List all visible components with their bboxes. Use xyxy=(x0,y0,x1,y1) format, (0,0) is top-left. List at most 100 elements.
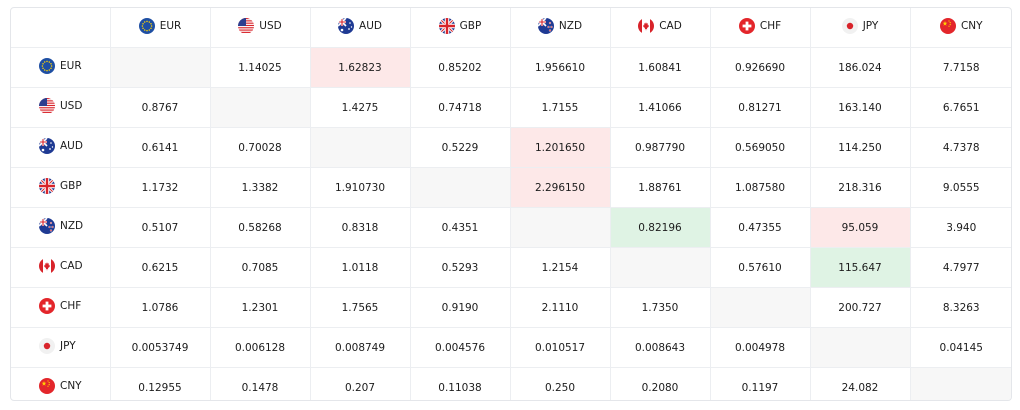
rate-cell: 0.008643 xyxy=(610,327,711,368)
cross-rates-table: EUR USD AUD GBP NZD CAD CHF JPY CNY EUR 1.14025 1.… xyxy=(11,8,1011,400)
column-header-cad: CAD xyxy=(610,8,711,48)
column-header-label-group: CNY xyxy=(939,18,983,34)
row-header-aud: AUD xyxy=(11,127,111,168)
ca-flag-icon xyxy=(39,258,55,274)
rate-cell: 114.250 xyxy=(810,127,911,168)
rate-cell: 0.81271 xyxy=(710,87,811,128)
table-row: JPY 0.0053749 0.006128 0.008749 0.004576 0.01… xyxy=(11,327,1011,368)
rate-cell: 0.74718 xyxy=(410,87,511,128)
au-flag-icon xyxy=(338,18,355,34)
table-row: USD 0.8767 1.4275 0.74718 1.7155 1.41066 0.812… xyxy=(11,87,1011,128)
gb-flag-icon xyxy=(438,18,455,34)
rate-cell: 0.926690 xyxy=(710,47,811,88)
rate-cell: 1.2154 xyxy=(510,247,611,288)
rate-cell: 0.04145 xyxy=(910,327,1011,368)
row-header-code: JPY xyxy=(60,340,76,352)
table-row: AUD 0.6141 0.70028 0.5229 1.201650 0.987790 0.… xyxy=(11,127,1011,168)
rate-cell: 6.7651 xyxy=(910,87,1011,128)
row-header-cny: CNY xyxy=(11,367,111,400)
rate-cell: 9.0555 xyxy=(910,167,1011,208)
rate-cell: 0.004576 xyxy=(410,327,511,368)
column-header-code: NZD xyxy=(558,20,583,32)
row-header-nzd: NZD xyxy=(11,207,111,248)
row-header-eur: EUR xyxy=(11,47,111,88)
column-header-jpy: JPY xyxy=(810,8,911,48)
rate-cell: 0.1197 xyxy=(710,367,811,400)
rate-cell: 0.12955 xyxy=(110,367,211,400)
row-header-label-group: CNY xyxy=(39,378,82,394)
rate-cell: 1.087580 xyxy=(710,167,811,208)
column-header-cny: CNY xyxy=(910,8,1011,48)
nz-flag-icon xyxy=(39,218,55,234)
rate-cell: 3.940 xyxy=(910,207,1011,248)
rate-cell: 1.1732 xyxy=(110,167,211,208)
column-header-code: CAD xyxy=(659,20,682,32)
row-header-code: CNY xyxy=(60,380,82,392)
column-header-code: GBP xyxy=(459,20,482,32)
rate-cell: 1.41066 xyxy=(610,87,711,128)
rate-cell xyxy=(110,47,211,88)
rate-cell: 0.70028 xyxy=(210,127,311,168)
rate-cell: 0.207 xyxy=(310,367,411,400)
rate-cell: 200.727 xyxy=(810,287,911,328)
rate-cell: 0.11038 xyxy=(410,367,511,400)
rate-cell: 186.024 xyxy=(810,47,911,88)
rate-cell: 0.4351 xyxy=(410,207,511,248)
column-header-code: CHF xyxy=(759,20,782,32)
eu-flag-icon xyxy=(39,58,55,74)
rate-cell: 95.059 xyxy=(810,207,911,248)
rate-cell: 1.201650 xyxy=(510,127,611,168)
rate-cell: 0.47355 xyxy=(710,207,811,248)
rate-cell: 0.57610 xyxy=(710,247,811,288)
table-body: EUR 1.14025 1.62823 0.85202 1.956610 1.60841 0… xyxy=(11,47,1011,400)
column-header-label-group: AUD xyxy=(338,18,382,34)
column-header-label-group: CAD xyxy=(638,18,682,34)
rate-cell: 1.88761 xyxy=(610,167,711,208)
rate-cell: 1.62823 xyxy=(310,47,411,88)
cn-flag-icon xyxy=(939,18,956,34)
rate-cell: 4.7378 xyxy=(910,127,1011,168)
column-header-label-group: CHF xyxy=(738,18,782,34)
rate-cell: 1.4275 xyxy=(310,87,411,128)
table-row: NZD 0.5107 0.58268 0.8318 0.4351 0.82196 0.473… xyxy=(11,207,1011,248)
rate-cell: 2.296150 xyxy=(510,167,611,208)
row-header-jpy: JPY xyxy=(11,327,111,368)
rate-cell: 1.3382 xyxy=(210,167,311,208)
rate-cell: 8.3263 xyxy=(910,287,1011,328)
rate-cell: 1.7155 xyxy=(510,87,611,128)
rate-cell: 0.006128 xyxy=(210,327,311,368)
rate-cell: 1.0786 xyxy=(110,287,211,328)
column-header-code: USD xyxy=(259,20,282,32)
eu-flag-icon xyxy=(138,18,155,34)
jp-flag-icon xyxy=(841,18,858,34)
row-header-code: GBP xyxy=(60,180,82,192)
rate-cell: 115.647 xyxy=(810,247,911,288)
rate-cell: 0.8767 xyxy=(110,87,211,128)
row-header-label-group: GBP xyxy=(39,178,82,194)
row-header-label-group: NZD xyxy=(39,218,83,234)
rate-cell: 1.910730 xyxy=(310,167,411,208)
rate-cell: 0.82196 xyxy=(610,207,711,248)
rate-cell: 218.316 xyxy=(810,167,911,208)
column-header-gbp: GBP xyxy=(410,8,511,48)
ch-flag-icon xyxy=(39,298,55,314)
row-header-label-group: EUR xyxy=(39,58,82,74)
ch-flag-icon xyxy=(738,18,755,34)
rate-cell xyxy=(910,367,1011,400)
rate-cell: 1.7565 xyxy=(310,287,411,328)
rate-cell xyxy=(510,207,611,248)
cross-rates-table-container: EUR USD AUD GBP NZD CAD CHF JPY CNY EUR 1.14025 1.… xyxy=(10,7,1012,401)
us-flag-icon xyxy=(238,18,255,34)
row-header-label-group: AUD xyxy=(39,138,83,154)
rate-cell: 4.7977 xyxy=(910,247,1011,288)
column-header-code: CNY xyxy=(960,20,983,32)
column-header-chf: CHF xyxy=(710,8,811,48)
column-header-label-group: EUR xyxy=(138,18,181,34)
rate-cell: 0.5229 xyxy=(410,127,511,168)
rate-cell: 0.85202 xyxy=(410,47,511,88)
rate-cell xyxy=(810,327,911,368)
row-header-code: CAD xyxy=(60,260,83,272)
rate-cell: 0.5293 xyxy=(410,247,511,288)
column-header-code: JPY xyxy=(862,20,879,32)
rate-cell: 7.7158 xyxy=(910,47,1011,88)
